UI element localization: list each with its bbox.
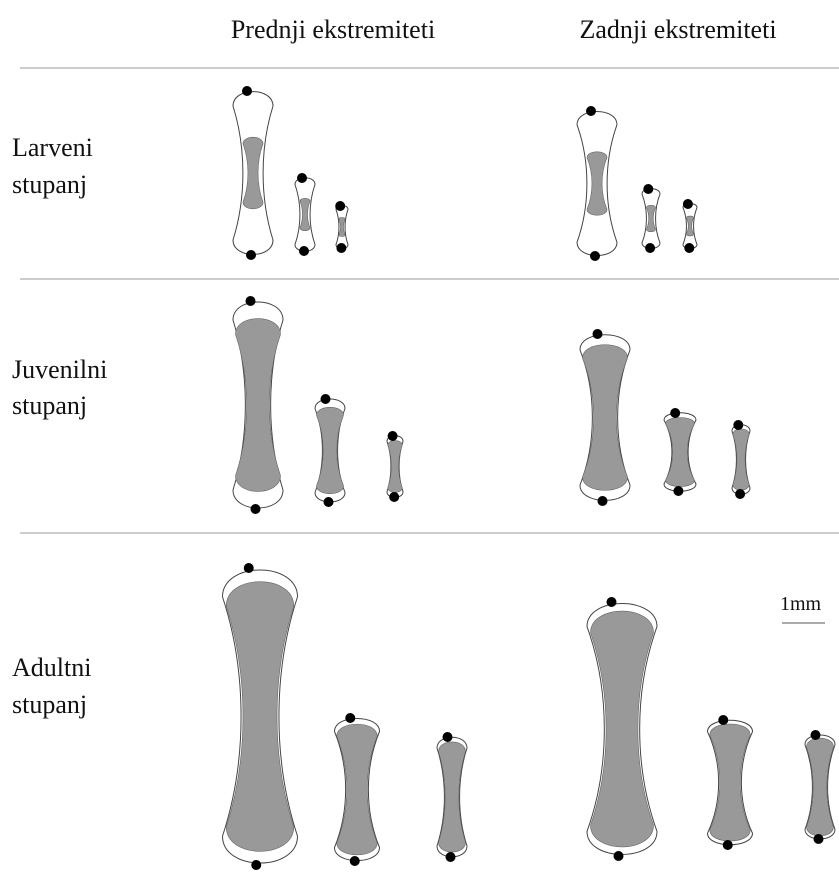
landmark-dot <box>723 840 733 850</box>
figure: Prednji ekstremiteti Zadnji ekstremiteti… <box>0 0 839 874</box>
landmark-dot <box>670 408 680 418</box>
bone-ossified <box>591 611 654 847</box>
landmark-dot <box>673 486 683 496</box>
row-label: stupanj <box>12 170 87 199</box>
landmark-dot <box>645 243 655 253</box>
landmark-dot <box>388 431 398 441</box>
landmark-dot <box>244 563 254 573</box>
row-label: Adultni <box>12 653 91 682</box>
landmark-dot <box>297 173 307 183</box>
landmark-dot <box>735 489 745 499</box>
scale-label: 1mm <box>780 593 822 615</box>
landmark-dot <box>389 492 399 502</box>
landmark-dot <box>246 296 256 306</box>
row-label: stupanj <box>12 391 87 420</box>
bone-ossified <box>710 724 751 841</box>
bone-ossified <box>236 319 281 492</box>
bone-ossified <box>733 429 749 490</box>
landmark-dot <box>324 497 334 507</box>
bone-ossified <box>388 441 402 493</box>
landmark-dot <box>321 394 331 404</box>
bone-ossified <box>807 738 834 836</box>
row-label: stupanj <box>12 690 87 719</box>
landmark-dot <box>246 250 256 260</box>
landmark-dot <box>598 496 608 506</box>
landmark-dot <box>443 732 453 742</box>
landmark-dot <box>251 860 261 870</box>
landmark-dot <box>335 201 345 211</box>
landmark-dot <box>299 246 309 256</box>
bone-ossified <box>317 407 344 493</box>
landmark-dot <box>586 106 596 116</box>
landmark-dot <box>683 199 693 209</box>
column-header: Zadnji ekstremiteti <box>579 15 776 44</box>
row-label: Juvenilni <box>12 355 107 384</box>
landmark-dot <box>590 251 600 261</box>
landmark-dot <box>718 715 728 725</box>
landmark-dot <box>733 420 743 430</box>
landmark-dot <box>242 86 252 96</box>
landmark-dot <box>345 713 355 723</box>
landmark-dot <box>350 856 360 866</box>
landmark-dot <box>336 243 346 253</box>
landmark-dot <box>684 243 694 253</box>
landmark-dot <box>251 504 261 514</box>
landmark-dot <box>643 184 653 194</box>
landmark-dot <box>607 597 617 607</box>
column-header: Prednji ekstremiteti <box>231 15 435 44</box>
bone-ossified <box>337 724 378 855</box>
landmark-dot <box>593 329 603 339</box>
landmark-dot <box>811 730 821 740</box>
bone-ossified <box>439 742 466 852</box>
landmark-dot <box>814 834 824 844</box>
landmark-dot <box>446 852 456 862</box>
landmark-dot <box>614 851 624 861</box>
bone-ossified <box>226 582 294 852</box>
bone-ossified <box>583 345 628 491</box>
row-label: Larveni <box>12 133 93 162</box>
bone-ossified <box>666 418 695 487</box>
bones <box>223 86 836 870</box>
